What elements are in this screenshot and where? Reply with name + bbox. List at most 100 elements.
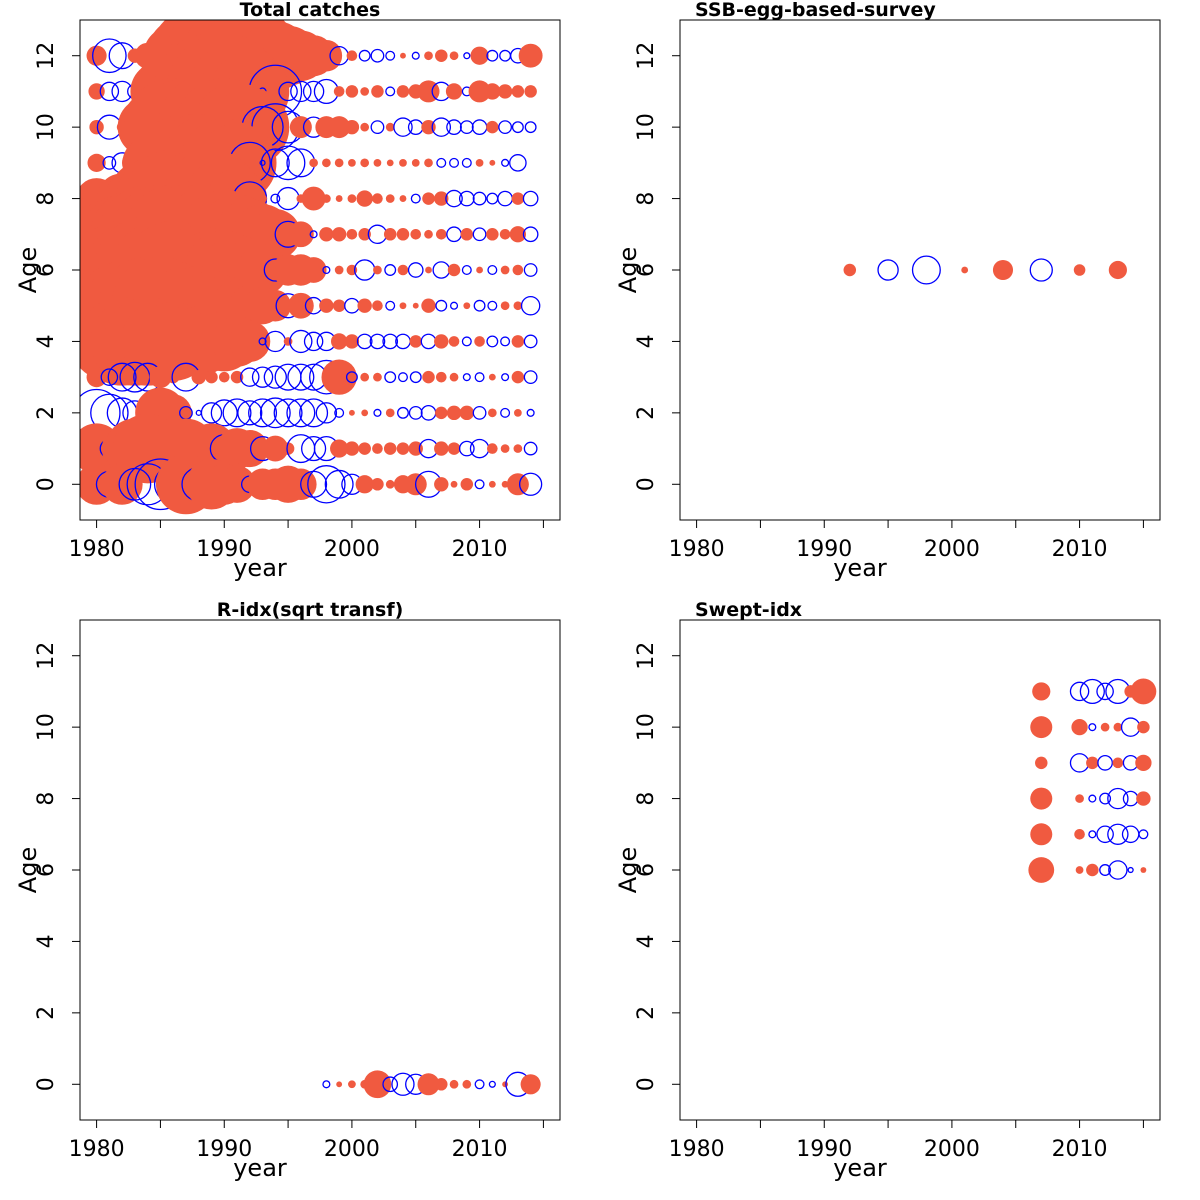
negative-residual-bubble <box>397 372 408 383</box>
positive-residual-bubble <box>371 478 384 491</box>
positive-residual-bubble <box>348 1080 356 1089</box>
positive-residual-bubble <box>421 119 436 135</box>
negative-residual-bubble <box>367 224 388 245</box>
positive-residual-bubble <box>445 83 463 100</box>
positive-residual-bubble <box>361 409 369 417</box>
panel-2: 1980 1990 2000 2010 0 2 4 6 8 10 12 year Age SSB-egg-… <box>614 0 1161 582</box>
y-tick-label: 12 <box>634 42 659 70</box>
bubbles <box>80 20 543 515</box>
y-tick-label: 0 <box>634 1077 659 1091</box>
positive-residual-bubble <box>331 227 347 242</box>
negative-residual-bubble <box>248 398 278 428</box>
y-tick-label: 2 <box>634 406 659 420</box>
negative-residual-bubble <box>302 80 325 103</box>
negative-residual-bubble <box>411 51 420 60</box>
negative-residual-bubble <box>240 367 260 387</box>
negative-residual-bubble <box>431 117 452 137</box>
positive-residual-bubble <box>1130 678 1157 705</box>
positive-residual-bubble <box>412 302 419 309</box>
y-tick-label: 8 <box>634 192 659 206</box>
positive-residual-bubble <box>1035 756 1048 770</box>
positive-residual-bubble <box>400 52 406 59</box>
negative-residual-bubble <box>270 193 281 204</box>
x-tick-label: 1990 <box>196 537 252 562</box>
y-axis-label: Age <box>614 247 642 293</box>
positive-residual-bubble <box>524 85 537 98</box>
positive-residual-bubble <box>511 85 525 98</box>
positive-residual-bubble <box>434 191 449 206</box>
positive-residual-bubble <box>1108 260 1127 280</box>
negative-residual-bubble <box>334 407 345 418</box>
positive-residual-bubble <box>518 43 543 68</box>
negative-residual-bubble <box>1096 682 1114 701</box>
x-tick-label: 2010 <box>1052 537 1108 562</box>
negative-residual-bubble <box>345 371 358 384</box>
positive-residual-bubble <box>1100 722 1110 732</box>
chart-title: Swept-idx <box>695 599 802 621</box>
positive-residual-bubble <box>409 335 422 348</box>
x-axis-label: year <box>233 554 287 582</box>
negative-residual-bubble <box>522 226 539 243</box>
negative-residual-bubble <box>523 263 538 277</box>
positive-residual-bubble <box>330 439 349 458</box>
positive-residual-bubble <box>511 192 525 205</box>
negative-residual-bubble <box>276 186 300 211</box>
positive-residual-bubble <box>961 266 969 274</box>
x-tick-label: 1980 <box>69 537 125 562</box>
positive-residual-bubble <box>373 372 382 382</box>
negative-residual-bubble <box>1099 864 1112 876</box>
positive-residual-bubble <box>410 228 422 240</box>
negative-residual-bubble <box>472 405 487 420</box>
positive-residual-bubble <box>360 122 370 132</box>
negative-residual-bubble <box>498 120 513 135</box>
positive-residual-bubble <box>372 300 383 312</box>
negative-residual-bubble <box>258 337 267 346</box>
x-tick-label: 2000 <box>324 537 380 562</box>
positive-residual-bubble <box>500 265 510 275</box>
x-tick-label: 1980 <box>669 1137 725 1162</box>
negative-residual-bubble <box>322 1080 331 1089</box>
x-tick-label: 2010 <box>452 537 508 562</box>
positive-residual-bubble <box>355 475 374 494</box>
positive-residual-bubble <box>373 158 382 167</box>
negative-residual-bubble <box>1097 755 1113 771</box>
positive-residual-bubble <box>283 337 293 346</box>
positive-residual-bubble <box>435 49 448 62</box>
positive-residual-bubble <box>475 158 484 167</box>
positive-residual-bubble <box>149 366 172 389</box>
positive-residual-bubble <box>287 221 314 248</box>
negative-residual-bubble <box>237 400 263 426</box>
positive-residual-bubble <box>1071 718 1088 736</box>
positive-residual-bubble <box>1075 866 1084 874</box>
positive-residual-bubble <box>385 194 395 203</box>
positive-residual-bubble <box>435 228 447 240</box>
negative-residual-bubble <box>385 50 396 61</box>
positive-residual-bubble <box>229 320 271 362</box>
positive-residual-bubble <box>358 442 371 455</box>
positive-residual-bubble <box>476 266 483 274</box>
positive-residual-bubble <box>281 442 295 455</box>
negative-residual-bubble <box>473 299 486 312</box>
x-tick-label: 1980 <box>69 1137 125 1162</box>
positive-residual-bubble <box>417 1073 440 1096</box>
y-tick-label: 2 <box>634 1006 659 1020</box>
positive-residual-bubble <box>488 480 496 488</box>
positive-residual-bubble <box>396 228 410 241</box>
negative-residual-bubble <box>289 329 313 354</box>
positive-residual-bubble <box>1112 757 1124 769</box>
y-tick-label: 4 <box>634 334 659 348</box>
positive-residual-bubble <box>462 1079 472 1089</box>
positive-residual-bubble <box>344 119 360 135</box>
positive-residual-bubble <box>425 266 432 274</box>
positive-residual-bubble <box>259 289 292 322</box>
negative-residual-bubble <box>307 465 346 504</box>
positive-residual-bubble <box>1086 756 1099 770</box>
negative-residual-bubble <box>1069 753 1090 773</box>
negative-residual-bubble <box>407 262 424 278</box>
positive-residual-bubble <box>205 370 218 384</box>
x-axis-label: year <box>833 554 887 582</box>
positive-residual-bubble <box>435 406 448 420</box>
negative-residual-bubble <box>523 334 538 349</box>
negative-residual-bubble <box>303 331 324 352</box>
negative-residual-bubble <box>1107 787 1129 810</box>
